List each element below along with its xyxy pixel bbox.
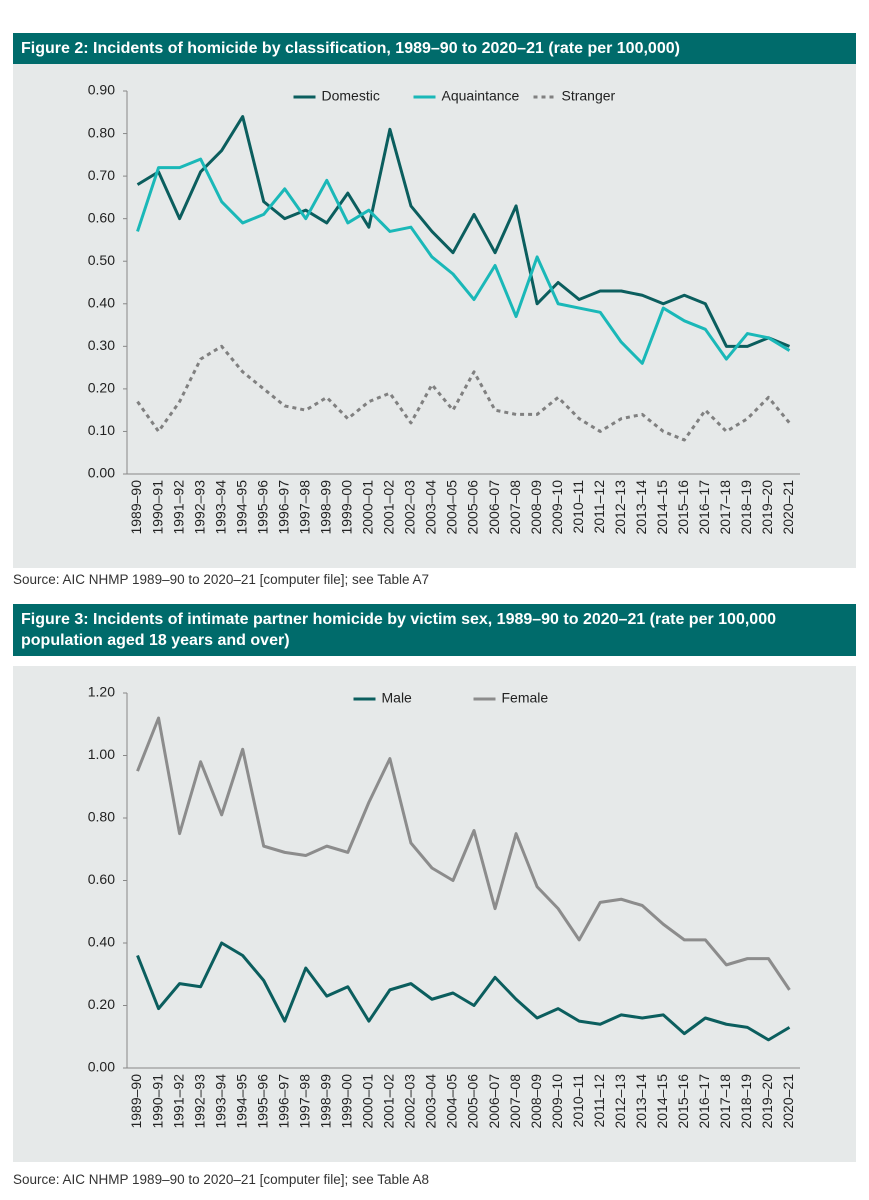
x-tick-label: 2007–08 [507,480,523,535]
x-tick-label: 2020–21 [780,1074,796,1129]
x-tick-label: 2008–09 [528,1074,544,1129]
legend-label: Male [382,690,413,706]
x-tick-label: 1990–91 [149,480,165,535]
x-tick-label: 1995–96 [254,1074,270,1129]
x-tick-label: 2013–14 [633,480,649,535]
x-tick-label: 2008–09 [528,480,544,535]
x-tick-label: 2016–17 [696,480,712,535]
x-tick-label: 1996–97 [275,1074,291,1129]
x-tick-label: 1989–90 [128,1074,144,1129]
x-tick-label: 2014–15 [654,480,670,535]
x-tick-label: 2001–02 [381,1074,397,1129]
source-note: Source: AIC NHMP 1989–90 to 2020–21 [com… [13,1172,430,1187]
x-tick-label: 2018–19 [738,480,754,535]
x-tick-label: 2011–12 [591,480,607,534]
x-tick-label: 2018–19 [738,1074,754,1129]
x-tick-label: 1997–98 [296,480,312,535]
x-tick-label: 1999–00 [339,1074,355,1129]
data-line [136,157,791,365]
x-tick-label: 2012–13 [612,1074,628,1129]
x-tick-label: 2014–15 [654,1074,670,1129]
x-tick-label: 1991–92 [170,480,186,535]
legend-label: Stranger [562,88,616,104]
x-tick-label: 1996–97 [275,480,291,535]
x-tick-label: 1990–91 [149,1074,165,1129]
x-tick-label: 1991–92 [170,1074,186,1129]
data-line [136,115,791,348]
x-tick-label: 2004–05 [444,480,460,535]
y-tick-label: 0.60 [88,871,115,887]
data-line [136,344,791,442]
y-tick-label: 0.20 [88,996,115,1012]
data-line [136,716,791,991]
y-tick-label: 0.10 [88,422,115,438]
x-tick-label: 2016–17 [696,1074,712,1129]
x-tick-label: 2017–18 [717,1074,733,1129]
x-tick-label: 2005–06 [465,480,481,535]
x-tick-label: 1997–98 [296,1074,312,1129]
x-tick-label: 2004–05 [444,1074,460,1129]
x-tick-label: 2000–01 [360,480,376,535]
y-tick-label: 0.60 [88,209,115,225]
x-tick-label: 2009–10 [549,480,565,535]
x-tick-label: 2009–10 [549,1074,565,1129]
y-tick-label: 0.00 [88,465,115,481]
x-tick-label: 1995–96 [254,480,270,535]
x-tick-label: 2000–01 [360,1074,376,1129]
x-tick-label: 1993–94 [212,480,228,535]
x-tick-label: 2005–06 [465,1074,481,1129]
x-tick-label: 2012–13 [612,480,628,535]
legend-label: Domestic [322,88,380,104]
x-tick-label: 2010–11 [570,1074,586,1128]
chart: 0.00 0.10 0.20 0.30 0.40 0.50 0.60 0.70 0.80 0.90… [13,64,856,568]
figure-title: Figure 2: Incidents of homicide by class… [13,33,856,64]
x-tick-label: 2007–08 [507,1074,523,1129]
x-tick-label: 1998–99 [318,480,334,535]
x-tick-label: 1998–99 [318,1074,334,1129]
x-tick-label: 2002–03 [402,1074,418,1129]
x-tick-label: 1994–95 [233,480,249,535]
y-tick-label: 0.70 [88,167,115,183]
legend-label: Aquaintance [442,88,520,104]
y-tick-label: 0.00 [88,1059,115,1075]
x-tick-label: 2001–02 [381,480,397,535]
y-tick-label: 0.80 [88,124,115,140]
x-tick-label: 2002–03 [402,480,418,535]
x-tick-label: 2003–04 [423,480,439,535]
x-tick-label: 2015–16 [675,480,691,535]
x-tick-label: 2013–14 [633,1074,649,1129]
y-tick-label: 0.20 [88,380,115,396]
y-tick-label: 0.90 [88,82,115,98]
figure-title: Figure 3: Incidents of intimate partner … [13,604,856,656]
x-tick-label: 2020–21 [780,480,796,535]
legend-label: Female [502,690,549,706]
chart: 0.00 0.20 0.40 0.60 0.80 1.00 1.20 1989–90 1990–… [13,666,856,1162]
x-tick-label: 2010–11 [570,480,586,534]
x-tick-label: 2006–07 [486,1074,502,1129]
data-line [136,941,791,1042]
x-tick-label: 1994–95 [233,1074,249,1129]
y-tick-label: 1.00 [88,746,115,762]
x-tick-label: 1992–93 [191,480,207,535]
y-tick-label: 0.50 [88,252,115,268]
x-tick-label: 2003–04 [423,1074,439,1129]
y-tick-label: 0.30 [88,337,115,353]
x-tick-label: 1989–90 [128,480,144,535]
x-tick-label: 2019–20 [759,480,775,535]
y-tick-label: 0.40 [88,934,115,950]
y-tick-label: 0.80 [88,809,115,825]
x-tick-label: 2019–20 [759,1074,775,1129]
x-tick-label: 1999–00 [339,480,355,535]
x-tick-label: 2011–12 [591,1074,607,1128]
x-tick-label: 2015–16 [675,1074,691,1129]
x-tick-label: 1993–94 [212,1074,228,1129]
x-tick-label: 2006–07 [486,480,502,535]
y-tick-label: 0.40 [88,294,115,310]
x-tick-label: 2017–18 [717,480,733,535]
source-note: Source: AIC NHMP 1989–90 to 2020–21 [com… [13,572,430,587]
x-tick-label: 1992–93 [191,1074,207,1129]
y-tick-label: 1.20 [88,684,115,700]
